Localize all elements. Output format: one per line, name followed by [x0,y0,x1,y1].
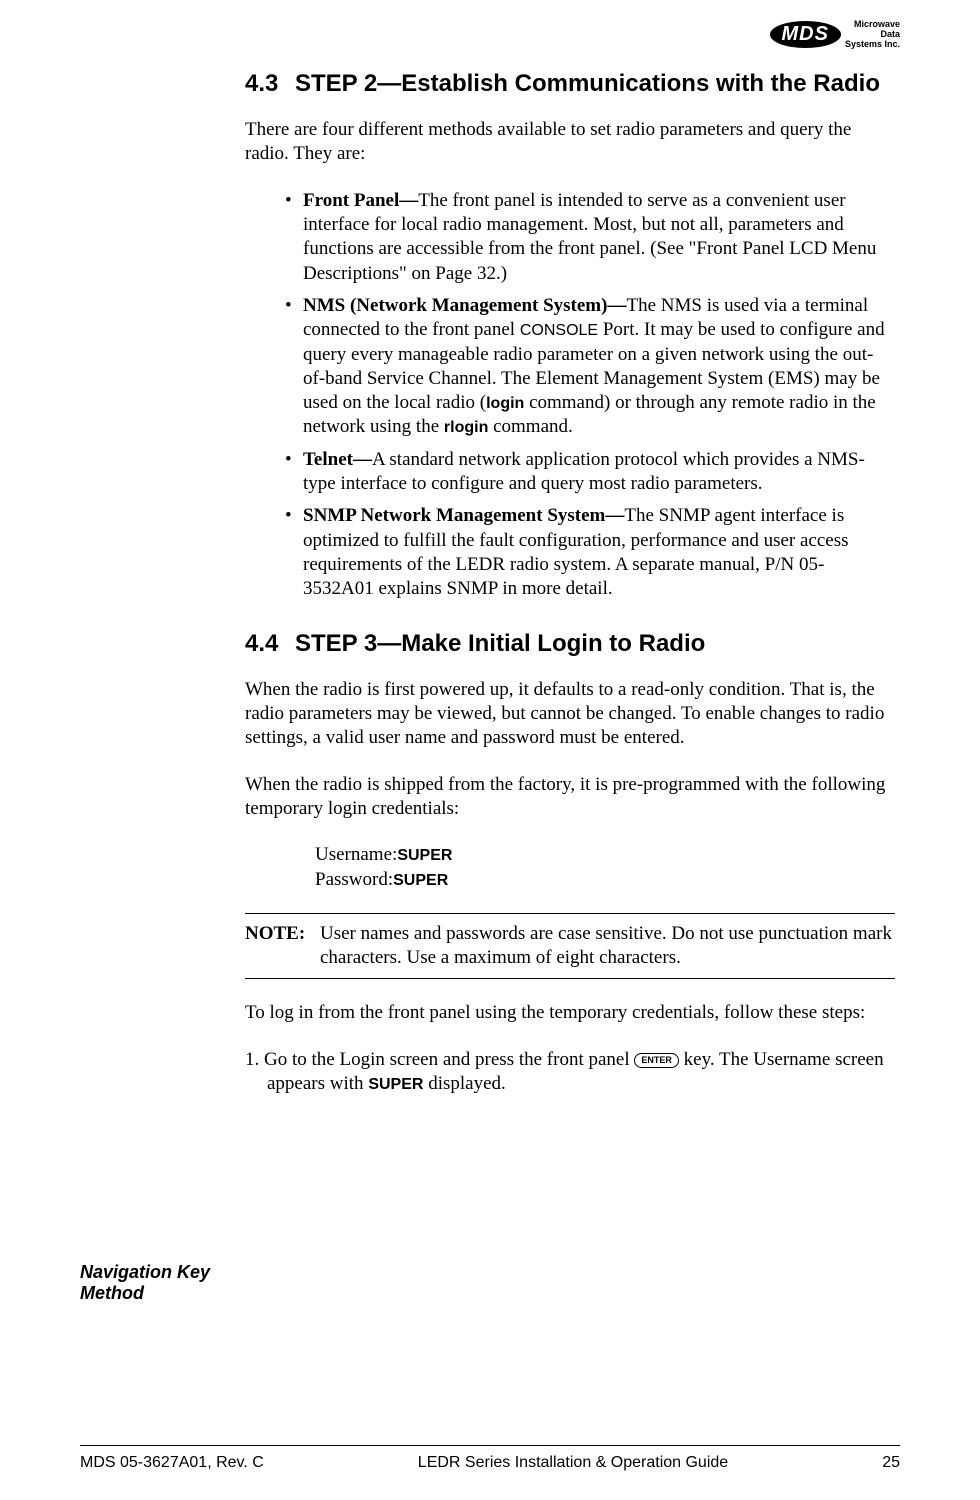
methods-list: Front Panel—The front panel is intended … [285,189,895,602]
section-4-3-intro: There are four different methods availab… [245,118,895,167]
password-line: Password:SUPER [315,868,895,893]
page-content: 4.3 STEP 2—Establish Communications with… [245,70,895,1096]
margin-heading-navigation: Navigation Key Method [80,1262,235,1303]
section-title: STEP 3—Make Initial Login to Radio [295,630,895,658]
footer-title: LEDR Series Installation & Operation Gui… [418,1454,728,1472]
section-4-4-p1: When the radio is first powered up, it d… [245,678,895,751]
section-number: 4.3 [245,70,295,98]
section-4-4-p2: When the radio is shipped from the facto… [245,773,895,822]
username-line: Username:SUPER [315,843,895,868]
note-label: NOTE: [245,922,320,971]
bullet-nms: NMS (Network Management System)—The NMS … [285,294,895,440]
section-title: STEP 2—Establish Communications with the… [295,70,895,98]
note-block: NOTE: User names and passwords are case … [245,913,895,980]
page-footer: MDS 05-3627A01, Rev. C LEDR Series Insta… [80,1445,900,1472]
section-4-3-heading: 4.3 STEP 2—Establish Communications with… [245,70,895,98]
login-credentials: Username:SUPER Password:SUPER [315,843,895,892]
logo-company-text: Microwave Data Systems Inc. [845,20,900,50]
footer-docid: MDS 05-3627A01, Rev. C [80,1454,264,1472]
section-number: 4.4 [245,630,295,658]
step-1: 1. Go to the Login screen and press the … [267,1048,895,1097]
navigation-intro: To log in from the front panel using the… [245,1001,895,1025]
logo-oval: MDS [770,21,841,48]
note-text: User names and passwords are case sensit… [320,922,895,971]
bullet-snmp: SNMP Network Management System—The SNMP … [285,504,895,601]
footer-page-number: 25 [882,1454,900,1472]
bullet-telnet: Telnet—A standard network application pr… [285,448,895,497]
company-logo: MDS Microwave Data Systems Inc. [770,20,900,50]
section-4-4-heading: 4.4 STEP 3—Make Initial Login to Radio [245,630,895,658]
enter-key-icon: ENTER [634,1053,679,1068]
bullet-front-panel: Front Panel—The front panel is intended … [285,189,895,286]
